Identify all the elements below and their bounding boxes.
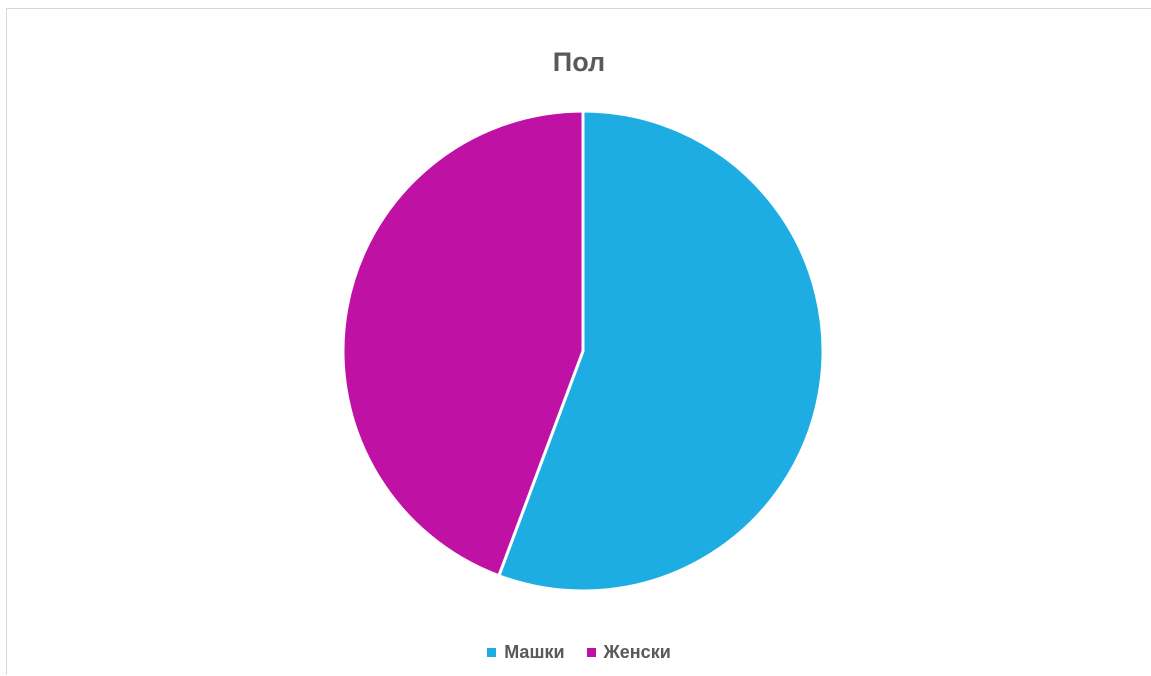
pie-slice-male bbox=[497, 109, 825, 593]
legend-label-male: Машки bbox=[504, 642, 565, 662]
pie-chart bbox=[341, 109, 825, 593]
legend-swatch-male bbox=[487, 648, 497, 657]
legend: Машки Женски bbox=[7, 642, 1151, 663]
legend-swatch-female bbox=[586, 648, 596, 657]
legend-item-male: Машки bbox=[487, 642, 565, 663]
legend-label-female: Женски bbox=[603, 642, 671, 662]
legend-item-female: Женски bbox=[586, 642, 671, 663]
chart-title: Пол bbox=[552, 47, 606, 77]
chart-frame: Пол Машки Женски bbox=[6, 8, 1151, 675]
pie-slice-female bbox=[341, 109, 585, 578]
